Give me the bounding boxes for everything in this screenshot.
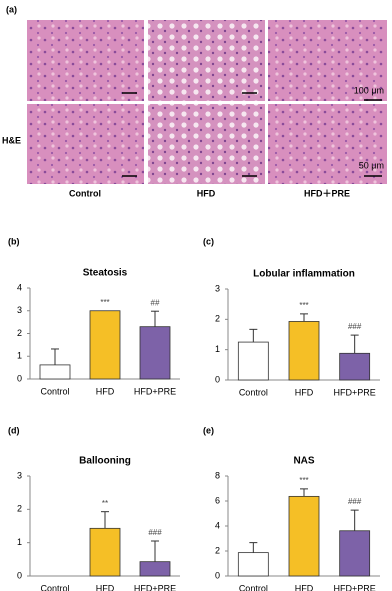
chart-title: Lobular inflammation xyxy=(253,269,355,280)
y-tick-label: 2 xyxy=(17,328,22,338)
significance: ### xyxy=(348,497,362,506)
x-tick-label: HFD xyxy=(96,583,115,591)
column-label: HFD xyxy=(197,188,216,198)
panel-label: (b) xyxy=(8,236,20,246)
significance: ### xyxy=(148,528,162,537)
x-tick-label: HFD xyxy=(96,386,115,396)
x-tick-label: HFD xyxy=(295,387,314,397)
panel-label: (d) xyxy=(8,425,20,435)
y-tick-label: 1 xyxy=(17,537,22,547)
significance: ### xyxy=(348,322,362,331)
bar xyxy=(288,321,320,381)
y-tick-label: 1 xyxy=(215,344,220,354)
bar xyxy=(139,326,171,380)
y-tick-label: 0 xyxy=(215,374,220,384)
bar xyxy=(339,530,371,577)
y-tick-label: 4 xyxy=(17,282,22,292)
chart-title: NAS xyxy=(293,456,314,467)
bar xyxy=(237,552,269,577)
y-tick-label: 3 xyxy=(17,470,22,480)
bar xyxy=(288,495,320,577)
y-tick-label: 3 xyxy=(17,305,22,315)
y-tick-label: 0 xyxy=(17,570,22,580)
bar xyxy=(89,310,121,380)
y-tick-label: 2 xyxy=(215,545,220,555)
image xyxy=(27,20,144,101)
column-label: HFD＋PRE xyxy=(304,188,350,198)
y-tick-label: 6 xyxy=(215,495,220,505)
stain-label: H&E xyxy=(2,135,21,145)
significance: ** xyxy=(102,499,108,508)
y-tick-label: 1 xyxy=(17,351,22,361)
bar xyxy=(339,352,371,381)
y-tick-label: 8 xyxy=(215,470,220,480)
chart-title: Ballooning xyxy=(79,456,131,467)
panel-label: (a) xyxy=(6,4,17,14)
significance: *** xyxy=(299,301,308,310)
chart-title: Steatosis xyxy=(83,268,128,279)
image xyxy=(148,20,265,101)
image xyxy=(268,20,387,101)
x-tick-label: Control xyxy=(239,387,268,397)
significance: ## xyxy=(151,298,160,307)
x-tick-label: HFD+PRE xyxy=(134,583,176,591)
image xyxy=(27,104,144,184)
scale-label: 50 μm xyxy=(359,160,384,170)
y-tick-label: 2 xyxy=(215,314,220,324)
panel-label: (e) xyxy=(203,425,214,435)
x-tick-label: HFD+PRE xyxy=(334,387,376,397)
x-tick-label: HFD+PRE xyxy=(134,386,176,396)
significance: *** xyxy=(299,476,308,485)
image xyxy=(148,104,265,184)
panel-label: (c) xyxy=(203,236,214,246)
x-tick-label: HFD xyxy=(295,583,314,591)
x-tick-label: Control xyxy=(239,583,268,591)
y-tick-label: 4 xyxy=(215,520,220,530)
y-tick-label: 3 xyxy=(215,283,220,293)
x-tick-label: Control xyxy=(40,386,69,396)
x-tick-label: Control xyxy=(40,583,69,591)
bar xyxy=(89,527,121,577)
image xyxy=(268,104,387,184)
x-tick-label: HFD+PRE xyxy=(334,583,376,591)
bar xyxy=(237,341,269,381)
y-tick-label: 0 xyxy=(215,570,220,580)
column-label: Control xyxy=(69,188,101,198)
bar xyxy=(39,364,71,380)
histology-images xyxy=(27,20,387,184)
bar xyxy=(139,561,171,577)
y-tick-label: 0 xyxy=(17,373,22,383)
y-tick-label: 2 xyxy=(17,504,22,514)
significance: *** xyxy=(100,298,109,307)
scale-label: 100 μm xyxy=(354,85,384,95)
